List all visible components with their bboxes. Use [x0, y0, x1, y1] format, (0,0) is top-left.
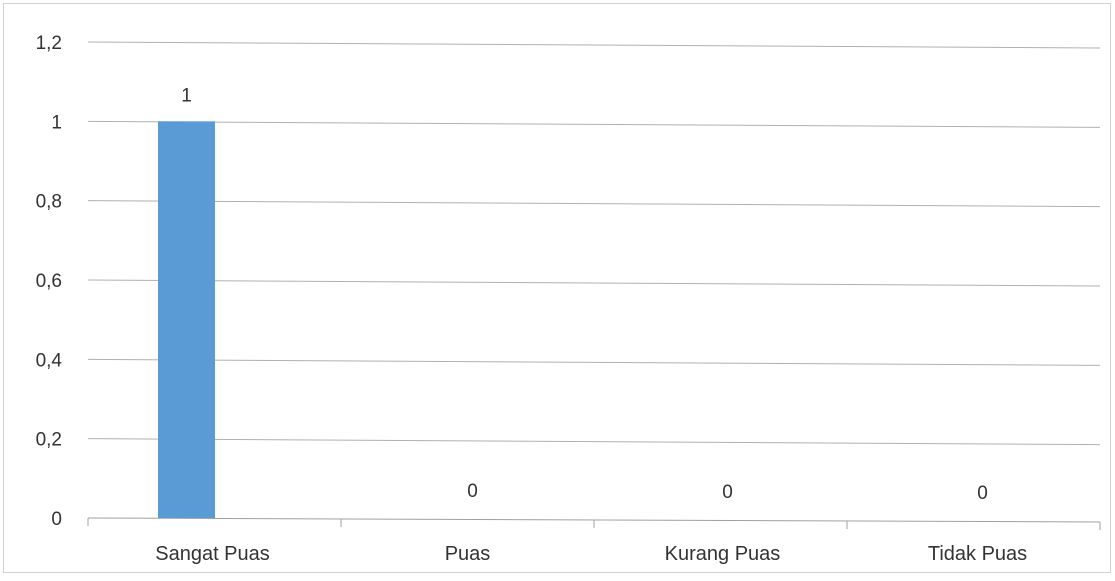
y-tick-label: 0,6 — [36, 271, 62, 292]
gridline — [87, 120, 1101, 128]
gridline — [87, 41, 1101, 49]
y-tick-label: 0,4 — [36, 350, 63, 371]
y-tick-label: 0,2 — [36, 430, 62, 451]
gridline — [87, 200, 1101, 208]
gridline — [87, 358, 1101, 366]
bar — [158, 121, 215, 518]
data-label: 0 — [977, 483, 988, 504]
x-category-label: Sangat Puas — [155, 543, 270, 565]
data-label: 1 — [181, 85, 192, 106]
y-tick-label: 0 — [51, 509, 62, 530]
chart-area: 0 0,2 0,4 0,6 0,8 1 1,2 1 Sangat Puas 0 Puas 0 Kuran… — [3, 3, 1111, 573]
y-tick-label: 1,2 — [36, 33, 62, 54]
y-tick-label: 1 — [51, 112, 62, 133]
bar-chart: 0 0,2 0,4 0,6 0,8 1 1,2 1 Sangat Puas 0 Puas 0 Kuran… — [36, 33, 1101, 565]
y-tick-label: 0,8 — [36, 192, 62, 213]
gridline — [87, 279, 1101, 287]
x-category-label: Kurang Puas — [665, 543, 781, 565]
data-label: 0 — [722, 482, 733, 503]
x-category-label: Tidak Puas — [928, 543, 1027, 565]
gridline — [87, 438, 1101, 446]
x-category-label: Puas — [445, 543, 491, 565]
data-label: 0 — [467, 481, 478, 502]
